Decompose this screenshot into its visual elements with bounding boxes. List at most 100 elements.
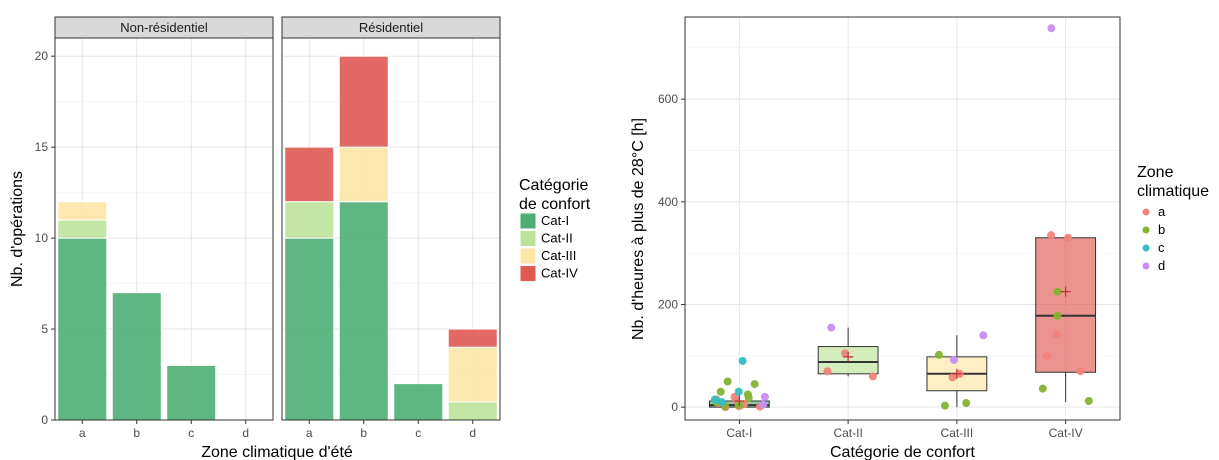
y-tick-label: 5: [41, 322, 48, 336]
data-point: [750, 380, 759, 389]
data-point: [1042, 351, 1051, 360]
legend-key: [1142, 226, 1150, 234]
panel-border: [281, 37, 501, 421]
bar-segment: [166, 364, 217, 421]
y-tick-label: 15: [35, 140, 49, 154]
panel-border: [54, 37, 274, 421]
data-point: [1052, 330, 1061, 339]
box-body: [1035, 237, 1097, 373]
data-point: [841, 349, 850, 358]
x-tick-label: d: [242, 426, 249, 440]
x-tick-label: c: [415, 426, 421, 440]
legend-key: [519, 247, 537, 265]
bar-segment: [57, 219, 108, 239]
x-tick-label: a: [79, 426, 86, 440]
x-tick-label: b: [133, 426, 140, 440]
x-tick-label: Cat-I: [726, 426, 752, 440]
legend-key: [1142, 244, 1150, 252]
bar-segment: [284, 201, 335, 239]
legend-label: c: [1158, 240, 1165, 255]
facet-label: Non-résidentiel: [120, 20, 208, 35]
data-point: [962, 399, 971, 408]
data-point: [948, 373, 957, 382]
bar-segment: [447, 401, 498, 421]
legend-key: [519, 212, 537, 230]
bar-segment: [284, 237, 335, 421]
legend-label: d: [1158, 258, 1165, 273]
bar-segment: [393, 383, 444, 421]
data-point: [1053, 311, 1062, 320]
data-point: [759, 400, 768, 409]
data-point: [716, 387, 725, 396]
mean-marker: [843, 351, 854, 362]
mean-marker: [951, 368, 962, 379]
bar-segment: [57, 201, 108, 221]
x-axis-title: Catégorie de confort: [830, 444, 976, 460]
data-point: [760, 392, 769, 401]
legend-label: Cat-III: [541, 248, 576, 263]
data-point: [738, 356, 747, 365]
data-point: [744, 393, 753, 402]
y-tick-label: 20: [35, 49, 49, 63]
legend-label: Cat-I: [541, 213, 569, 228]
data-point: [1084, 397, 1093, 406]
x-tick-label: Cat-III: [941, 426, 974, 440]
legend-key: [1142, 208, 1150, 216]
legend-title: climatique: [1137, 183, 1209, 200]
y-axis-title: Nb. d'heures à plus de 28°C [h]: [630, 118, 647, 340]
x-tick-label: Cat-IV: [1049, 426, 1083, 440]
data-point: [827, 323, 836, 332]
data-point: [979, 331, 988, 340]
bar-segment: [57, 237, 108, 421]
x-tick-label: c: [188, 426, 194, 440]
data-point: [717, 398, 726, 407]
bar-segment: [284, 146, 335, 203]
y-axis-title: Nb. d'opérations: [9, 171, 26, 287]
bar-segment: [111, 292, 162, 421]
bar-segment: [447, 346, 498, 403]
legend-title: Catégorie: [519, 177, 588, 194]
legend-label: a: [1158, 204, 1166, 219]
legend-label: Cat-II: [541, 231, 573, 246]
x-tick-label: a: [306, 426, 313, 440]
legend-title: Zone: [1137, 164, 1174, 181]
y-tick-label: 0: [41, 413, 48, 427]
y-tick-label: 200: [658, 297, 678, 311]
legend-label: Cat-IV: [541, 266, 578, 281]
x-tick-label: Cat-II: [833, 426, 862, 440]
bar-segment: [447, 328, 498, 348]
data-point: [1064, 233, 1073, 242]
legend-key: [519, 265, 537, 282]
data-point: [1038, 384, 1047, 393]
box-plot-chart: 0 200 400 600 Cat-I Cat-II Cat-III Cat-IV Catégo…: [630, 16, 1209, 460]
x-axis-title: Zone climatique d'été: [201, 444, 353, 460]
y-tick-label: 0: [671, 400, 678, 414]
facet-label: Résidentiel: [359, 20, 423, 35]
data-point: [868, 372, 877, 381]
legend-label: b: [1158, 222, 1165, 237]
bar-segment: [338, 55, 389, 148]
data-point: [823, 367, 832, 376]
y-tick-label: 400: [658, 195, 678, 209]
data-point: [710, 395, 719, 404]
legend-title: de confort: [519, 196, 591, 213]
legend-key: [519, 230, 537, 247]
data-point: [734, 387, 743, 396]
data-point: [949, 355, 958, 364]
bar-segment: [338, 201, 389, 421]
data-point: [940, 401, 949, 410]
data-point: [1076, 367, 1085, 376]
legend-key: [1142, 262, 1150, 270]
stacked-bar-chart: Non-résidentiel a b c d Résidentiel a b c d 0 5 10 15…: [9, 16, 591, 460]
x-tick-label: d: [469, 426, 476, 440]
data-point: [1047, 231, 1056, 240]
y-tick-label: 600: [658, 92, 678, 106]
y-tick-label: 10: [35, 231, 49, 245]
data-point: [934, 350, 943, 359]
mean-marker: [1060, 286, 1071, 297]
bar-segment: [338, 146, 389, 203]
panel-border: [684, 16, 1121, 421]
x-tick-label: b: [360, 426, 367, 440]
data-point: [1053, 287, 1062, 296]
